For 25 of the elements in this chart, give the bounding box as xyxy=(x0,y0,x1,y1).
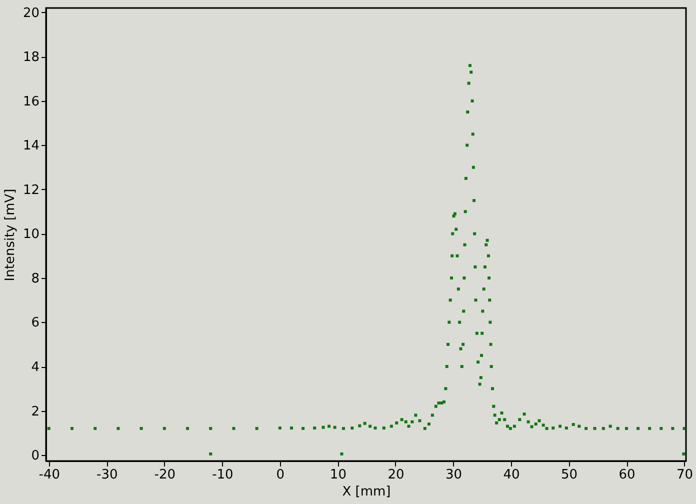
x-tick-label: 60 xyxy=(618,468,636,482)
x-tick-label: 20 xyxy=(388,468,404,482)
y-tick-label: 16 xyxy=(22,94,40,110)
x-tick-label: -10 xyxy=(212,468,234,482)
x-tick-label: 10 xyxy=(330,468,346,482)
y-tick-label: 20 xyxy=(22,6,40,21)
x-tick-label: 70 xyxy=(676,468,694,482)
x-axis-title: X [mm] xyxy=(342,484,391,500)
y-tick-label: 2 xyxy=(31,404,40,420)
y-tick-label: 10 xyxy=(22,227,40,242)
y-tick-label: 12 xyxy=(22,182,40,198)
y-tick-label: 0 xyxy=(31,448,40,464)
y-tick-label: 6 xyxy=(31,316,40,331)
x-tick-label: 40 xyxy=(503,468,520,482)
x-tick-label: 0 xyxy=(276,468,285,482)
y-tick-label: 14 xyxy=(22,138,40,154)
y-tick-label: 4 xyxy=(31,360,40,376)
x-tick-label: -40 xyxy=(38,468,60,482)
x-tick-label: -20 xyxy=(154,468,176,482)
y-tick-label: 18 xyxy=(22,50,40,66)
x-tick-label: -30 xyxy=(96,468,118,482)
x-tick-label: 30 xyxy=(445,468,462,482)
x-tick-label: 50 xyxy=(560,468,578,482)
y-axis-title: Intensity [mV] xyxy=(2,188,18,282)
y-tick-label: 8 xyxy=(31,271,40,286)
